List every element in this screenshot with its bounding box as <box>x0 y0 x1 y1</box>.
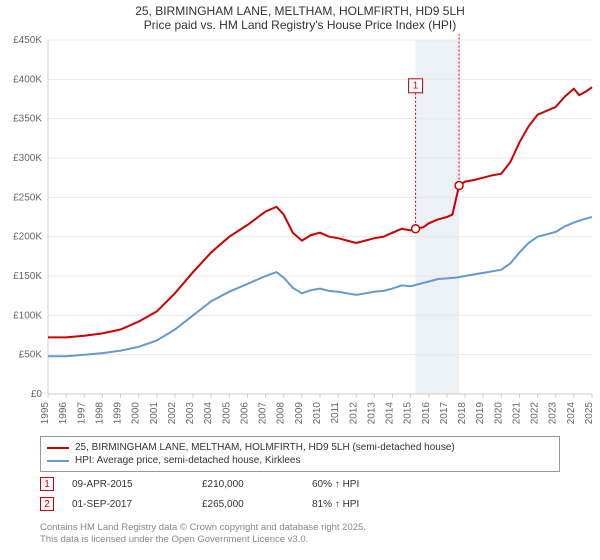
transaction-date: 09-APR-2015 <box>72 479 202 490</box>
svg-text:£250K: £250K <box>13 192 42 203</box>
footer-line1: Contains HM Land Registry data © Crown c… <box>40 522 560 534</box>
svg-text:2023: 2023 <box>548 402 559 425</box>
legend-swatch-property <box>47 447 69 449</box>
svg-text:2002: 2002 <box>167 402 178 425</box>
svg-text:2006: 2006 <box>239 402 250 425</box>
svg-text:2012: 2012 <box>348 402 359 425</box>
legend-item-hpi: HPI: Average price, semi-detached house,… <box>47 454 553 467</box>
svg-text:2018: 2018 <box>457 402 468 425</box>
svg-text:2011: 2011 <box>330 402 341 424</box>
chart-container: 25, BIRMINGHAM LANE, MELTHAM, HOLMFIRTH,… <box>0 0 600 560</box>
svg-text:2020: 2020 <box>493 402 504 425</box>
svg-text:2004: 2004 <box>203 402 214 425</box>
transaction-price: £210,000 <box>202 479 312 490</box>
chart-title-address: 25, BIRMINGHAM LANE, MELTHAM, HOLMFIRTH,… <box>0 4 600 18</box>
svg-text:2025: 2025 <box>584 402 595 425</box>
svg-text:£50K: £50K <box>19 350 43 361</box>
chart-title-subtitle: Price paid vs. HM Land Registry's House … <box>0 18 600 32</box>
transaction-marker-label: 1 <box>44 479 50 490</box>
svg-text:£0: £0 <box>31 389 43 400</box>
footer-line2: This data is licensed under the Open Gov… <box>40 534 560 546</box>
svg-text:1997: 1997 <box>76 402 87 425</box>
svg-text:1999: 1999 <box>113 402 124 425</box>
series-hpi <box>48 217 592 356</box>
legend-label-property: 25, BIRMINGHAM LANE, MELTHAM, HOLMFIRTH,… <box>75 442 455 453</box>
svg-text:£200K: £200K <box>13 232 42 243</box>
svg-text:£150K: £150K <box>13 271 42 282</box>
transaction-date: 01-SEP-2017 <box>72 499 202 510</box>
chart-plot-area: £0 £50K £100K £150K £200K £250K £300K £350K £400… <box>0 34 600 434</box>
svg-text:2014: 2014 <box>385 402 396 425</box>
transaction-marker-label: 2 <box>44 499 50 510</box>
svg-text:2005: 2005 <box>221 402 232 425</box>
svg-text:£350K: £350K <box>13 114 42 125</box>
transaction-pct: 60% ↑ HPI <box>312 479 432 490</box>
legend-swatch-hpi <box>47 460 69 462</box>
svg-text:2001: 2001 <box>149 402 160 425</box>
transaction-price: £265,000 <box>202 499 312 510</box>
legend-label-hpi: HPI: Average price, semi-detached house,… <box>75 455 301 466</box>
svg-text:£300K: £300K <box>13 153 42 164</box>
svg-text:2022: 2022 <box>530 402 541 425</box>
svg-text:2015: 2015 <box>403 402 414 425</box>
svg-text:2008: 2008 <box>276 402 287 425</box>
svg-text:2003: 2003 <box>185 402 196 425</box>
svg-text:1998: 1998 <box>94 402 105 425</box>
table-row: 2 01-SEP-2017 £265,000 81% ↑ HPI <box>40 494 560 514</box>
transaction-marker-1: 1 <box>40 477 54 491</box>
svg-text:£450K: £450K <box>13 35 42 46</box>
svg-text:2013: 2013 <box>366 402 377 425</box>
svg-text:£400K: £400K <box>13 74 42 85</box>
svg-text:2009: 2009 <box>294 402 305 425</box>
transaction-table: 1 09-APR-2015 £210,000 60% ↑ HPI 2 01-SE… <box>40 474 560 514</box>
svg-text:1996: 1996 <box>58 402 69 425</box>
legend-item-property: 25, BIRMINGHAM LANE, MELTHAM, HOLMFIRTH,… <box>47 441 553 454</box>
footer-attribution: Contains HM Land Registry data © Crown c… <box>40 522 560 547</box>
series-property <box>48 87 592 337</box>
svg-text:1: 1 <box>413 80 419 91</box>
svg-text:2021: 2021 <box>511 402 522 425</box>
svg-text:2016: 2016 <box>421 402 432 425</box>
chart-svg: £0 £50K £100K £150K £200K £250K £300K £350K £400… <box>0 34 600 434</box>
svg-text:2024: 2024 <box>566 402 577 425</box>
svg-text:2000: 2000 <box>131 402 142 425</box>
legend-box: 25, BIRMINGHAM LANE, MELTHAM, HOLMFIRTH,… <box>40 436 560 472</box>
transaction-pct: 81% ↑ HPI <box>312 499 432 510</box>
svg-text:1995: 1995 <box>40 402 51 425</box>
svg-text:2017: 2017 <box>439 402 450 425</box>
svg-text:2010: 2010 <box>312 402 323 425</box>
svg-text:2007: 2007 <box>258 402 269 425</box>
svg-text:£100K: £100K <box>13 310 42 321</box>
table-row: 1 09-APR-2015 £210,000 60% ↑ HPI <box>40 474 560 494</box>
svg-text:2019: 2019 <box>475 402 486 425</box>
chart-title-block: 25, BIRMINGHAM LANE, MELTHAM, HOLMFIRTH,… <box>0 0 600 34</box>
transaction-marker-2: 2 <box>40 497 54 511</box>
